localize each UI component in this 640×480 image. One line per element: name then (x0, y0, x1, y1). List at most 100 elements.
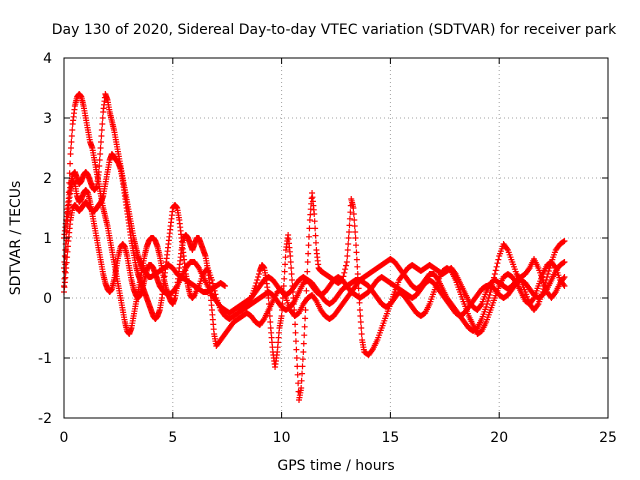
data-point-track-2 (265, 301, 272, 307)
data-point-track-2 (298, 385, 305, 391)
x-axis-ticks: 0 5 10 15 20 25 (60, 58, 617, 446)
data-point-track-2 (354, 263, 361, 270)
x-tick-label: 0 (60, 430, 69, 446)
x-tick-label: 15 (381, 430, 399, 446)
data-point-track-4 (63, 229, 70, 235)
data-point-track-2 (352, 235, 359, 241)
data-point-track-2 (353, 249, 360, 256)
data-point-track-1 (485, 295, 492, 301)
data-point-track-1 (68, 139, 75, 145)
data-point-track-2 (357, 319, 364, 325)
data-point-track-1 (534, 302, 541, 309)
data-point-track-2 (294, 371, 301, 378)
data-point-track-1 (67, 160, 74, 167)
data-point-track-2 (295, 380, 302, 387)
data-point-track-2 (356, 307, 363, 313)
data-point-track-2 (353, 256, 360, 263)
data-point-track-2 (96, 163, 103, 169)
data-point-track-2 (99, 121, 106, 127)
data-point-track-3 (560, 281, 567, 288)
data-point-track-3 (530, 296, 537, 303)
y-tick-label: 2 (43, 171, 52, 187)
data-point-track-2 (266, 313, 273, 319)
data-point-track-2 (346, 229, 353, 235)
data-point-track-2 (289, 277, 296, 283)
data-point-track-2 (343, 262, 350, 269)
data-point-track-2 (352, 229, 359, 235)
data-point-track-2 (351, 223, 358, 229)
grid-lines (64, 58, 608, 418)
x-tick-label: 5 (168, 430, 177, 446)
data-point-track-2 (281, 275, 288, 282)
data-point-track-2 (345, 241, 352, 247)
data-point-track-2 (267, 319, 274, 325)
data-point-track-2 (305, 242, 312, 249)
data-point-track-2 (312, 225, 319, 232)
x-axis-label: GPS time / hours (277, 458, 394, 474)
data-point-track-2 (254, 277, 261, 283)
data-point-track-4 (561, 259, 568, 265)
data-point-track-4 (64, 217, 71, 223)
data-point-track-2 (357, 313, 364, 319)
data-point-track-2 (99, 115, 106, 121)
data-point-track-1 (493, 263, 500, 270)
y-tick-label: 3 (43, 111, 52, 127)
data-point-track-2 (292, 321, 299, 328)
data-point-track-2 (288, 271, 295, 277)
data-point-track-2 (311, 211, 318, 217)
chart-title: Day 130 of 2020, Sidereal Day-to-day VTE… (52, 22, 617, 38)
data-point-track-2 (344, 247, 351, 253)
data-point-track-2 (351, 217, 358, 223)
data-point-track-2 (312, 232, 319, 239)
data-point-track-2 (282, 254, 289, 261)
data-point-track-2 (304, 259, 311, 265)
data-point-track-2 (282, 261, 289, 268)
data-point-track-4 (61, 253, 68, 259)
data-point-track-2 (293, 346, 300, 353)
data-point-track-2 (302, 307, 309, 313)
data-point-track-2 (353, 242, 360, 249)
data-point-track-2 (291, 307, 298, 313)
data-point-track-3 (209, 280, 216, 287)
data-point-track-2 (96, 157, 103, 163)
data-point-track-2 (354, 271, 361, 277)
data-point-track-2 (344, 253, 351, 259)
data-point-track-2 (95, 169, 102, 175)
data-point-track-3 (210, 284, 217, 291)
data-point-track-2 (298, 377, 305, 384)
data-point-track-2 (97, 139, 104, 145)
data-point-track-2 (300, 349, 307, 355)
data-point-track-2 (342, 266, 349, 273)
data-point-track-1 (484, 298, 491, 304)
data-point-track-4 (64, 211, 71, 217)
data-point-track-1 (69, 127, 76, 133)
y-axis-label: SDTVAR / TECUs (8, 181, 24, 296)
data-point-track-2 (287, 253, 294, 259)
y-tick-label: 1 (43, 231, 52, 247)
data-points (61, 91, 568, 403)
data-point-track-2 (346, 222, 353, 229)
data-point-track-2 (306, 233, 313, 240)
data-point-track-2 (302, 315, 309, 322)
data-point-track-2 (343, 259, 350, 265)
data-point-track-4 (62, 247, 69, 253)
data-point-track-2 (355, 285, 362, 292)
data-point-track-2 (287, 259, 294, 265)
data-point-track-1 (561, 238, 568, 244)
y-axis-ticks: -2 -1 0 1 2 3 4 (38, 51, 608, 427)
data-point-track-2 (312, 239, 319, 246)
data-point-track-2 (477, 302, 484, 309)
data-point-track-2 (561, 274, 568, 280)
data-point-track-2 (255, 271, 262, 277)
data-point-track-2 (358, 325, 365, 331)
y-tick-label: -2 (38, 411, 52, 427)
y-tick-label: 0 (43, 291, 52, 307)
data-point-track-2 (266, 307, 273, 313)
x-tick-label: 10 (273, 430, 291, 446)
data-point-track-2 (292, 329, 299, 336)
data-point-track-2 (300, 340, 307, 347)
data-point-track-1 (494, 260, 501, 267)
data-point-track-2 (278, 313, 285, 319)
data-point-track-2 (306, 225, 313, 232)
